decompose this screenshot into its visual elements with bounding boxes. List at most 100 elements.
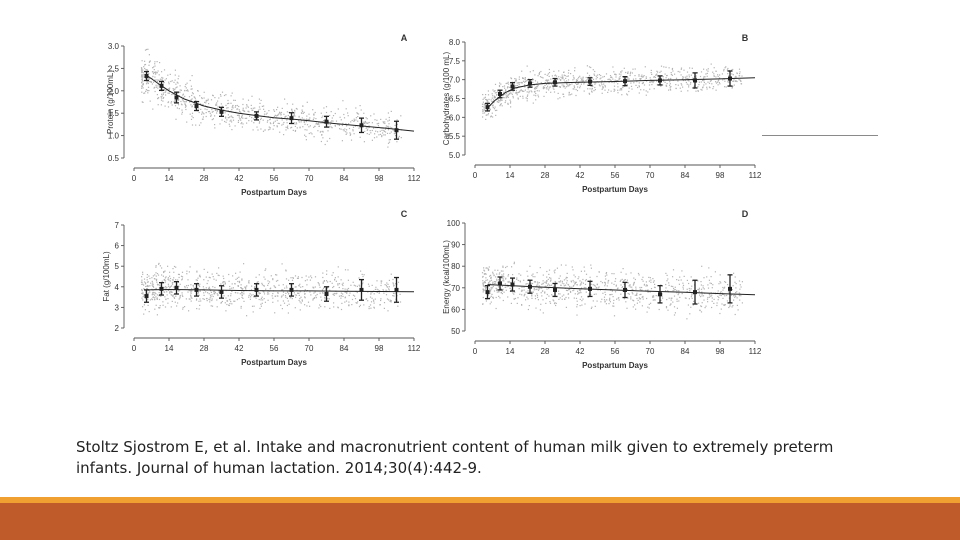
- scatter-point: [165, 298, 167, 300]
- scatter-point: [256, 117, 258, 120]
- scatter-point: [264, 110, 266, 113]
- scatter-point: [646, 80, 648, 82]
- scatter-point: [623, 279, 626, 281]
- scatter-point: [258, 298, 260, 301]
- scatter-point: [149, 291, 151, 293]
- scatter-point: [239, 271, 241, 273]
- scatter-point: [639, 288, 641, 290]
- scatter-point: [305, 139, 307, 141]
- scatter-point: [147, 281, 149, 283]
- scatter-point: [191, 92, 194, 94]
- scatter-point: [240, 284, 242, 286]
- scatter-point: [669, 81, 671, 83]
- scatter-point: [565, 284, 567, 286]
- scatter-point: [569, 290, 572, 293]
- scatter-point: [634, 304, 636, 306]
- scatter-point: [387, 146, 389, 148]
- mean-marker: [623, 79, 627, 84]
- scatter-point: [151, 280, 153, 282]
- scatter-point: [630, 298, 632, 300]
- scatter-point: [340, 295, 342, 297]
- scatter-point: [686, 279, 688, 281]
- caption-line-2: infants. Journal of human lactation. 201…: [76, 459, 482, 477]
- scatter-point: [324, 119, 326, 121]
- scatter-point: [503, 91, 505, 93]
- scatter-point: [667, 309, 669, 311]
- mean-marker: [553, 80, 557, 85]
- scatter-point: [141, 87, 143, 89]
- scatter-point: [482, 101, 484, 103]
- scatter-point: [598, 271, 600, 273]
- scatter-point: [573, 86, 576, 88]
- scatter-point: [389, 139, 391, 141]
- scatter-point: [141, 74, 143, 76]
- scatter-point: [724, 295, 726, 297]
- scatter-point: [181, 271, 184, 273]
- scatter-point: [716, 81, 719, 83]
- scatter-point: [626, 77, 628, 79]
- scatter-point: [157, 85, 159, 87]
- scatter-point: [228, 273, 230, 276]
- scatter-point: [199, 276, 201, 278]
- scatter-point: [738, 295, 740, 297]
- scatter-point: [492, 271, 494, 273]
- scatter-point: [215, 104, 217, 106]
- scatter-point: [525, 291, 527, 293]
- scatter-point: [196, 298, 198, 300]
- scatter-point: [648, 307, 650, 309]
- scatter-point: [318, 283, 320, 285]
- scatter-point: [334, 292, 336, 295]
- scatter-point: [482, 116, 484, 118]
- scatter-point: [180, 89, 182, 91]
- scatter-point: [607, 91, 609, 93]
- scatter-point: [306, 115, 308, 117]
- scatter-point: [207, 280, 209, 282]
- scatter-point: [626, 93, 628, 95]
- scatter-point: [150, 282, 152, 284]
- scatter-point: [606, 274, 608, 276]
- scatter-point: [156, 314, 158, 316]
- scatter-point: [314, 291, 316, 293]
- scatter-point: [318, 307, 320, 309]
- scatter-point: [303, 111, 305, 113]
- scatter-point: [588, 93, 591, 95]
- scatter-point: [571, 83, 573, 85]
- scatter-point: [177, 281, 180, 283]
- scatter-point: [368, 125, 370, 127]
- scatter-point: [542, 88, 545, 90]
- scatter-point: [243, 263, 245, 265]
- scatter-point: [608, 279, 610, 282]
- scatter-point: [342, 284, 344, 287]
- scatter-point: [302, 105, 304, 107]
- scatter-point: [155, 288, 157, 290]
- scatter-point: [144, 60, 146, 62]
- scatter-point: [311, 133, 313, 135]
- scatter-point: [586, 72, 589, 74]
- scatter-point: [492, 285, 494, 288]
- scatter-point: [698, 302, 700, 304]
- scatter-point: [370, 307, 372, 309]
- scatter-point: [532, 79, 534, 81]
- scatter-point: [724, 286, 726, 288]
- scatter-point: [321, 116, 323, 119]
- scatter-point: [205, 291, 207, 293]
- scatter-point: [232, 287, 234, 289]
- scatter-point: [735, 80, 737, 82]
- scatter-point: [162, 100, 164, 102]
- scatter-point: [182, 94, 184, 96]
- scatter-point: [263, 293, 266, 295]
- scatter-point: [560, 79, 562, 81]
- scatter-points: [481, 261, 743, 320]
- scatter-point: [304, 129, 306, 131]
- scatter-point: [644, 66, 646, 68]
- scatter-point: [170, 285, 173, 287]
- scatter-point: [697, 90, 699, 92]
- scatter-point: [630, 71, 632, 73]
- chart-panel-d: 0 14 28 42 56 70 84 98 1125060708090100Postpartu…: [442, 209, 762, 370]
- scatter-point: [489, 109, 491, 111]
- scatter-point: [217, 294, 219, 296]
- scatter-point: [310, 132, 312, 134]
- scatter-point: [497, 285, 499, 287]
- scatter-point: [353, 133, 355, 135]
- scatter-point: [154, 90, 156, 93]
